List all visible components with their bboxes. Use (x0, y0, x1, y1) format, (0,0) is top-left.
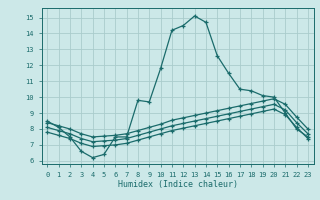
X-axis label: Humidex (Indice chaleur): Humidex (Indice chaleur) (118, 180, 237, 189)
